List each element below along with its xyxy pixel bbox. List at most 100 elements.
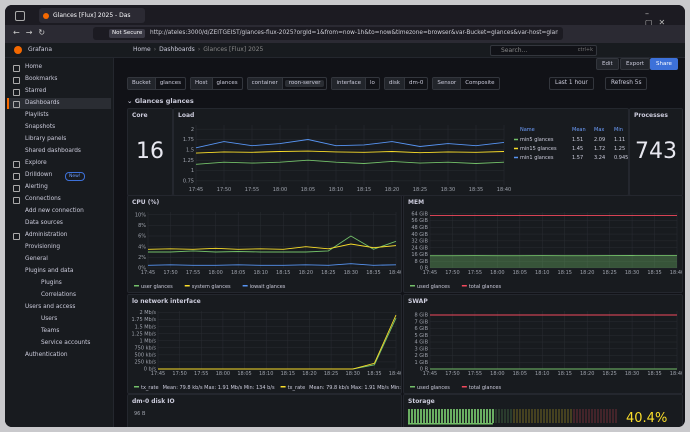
row-title[interactable]: ⌄ Glances glances xyxy=(127,97,194,105)
variable-label: container xyxy=(247,78,283,89)
x-tick-label: 18:25 xyxy=(602,270,616,276)
gauge-cell xyxy=(579,409,581,423)
nav-item[interactable]: Bookmarks xyxy=(25,76,58,82)
nav-item[interactable]: Dashboards xyxy=(25,100,60,106)
gauge-cell xyxy=(411,409,413,423)
nav-item[interactable]: Users and access xyxy=(25,304,76,310)
time-picker[interactable]: Last 1 hour xyxy=(549,77,594,90)
gauge-cell xyxy=(486,409,488,423)
nav-buttons[interactable]: ←→↻ xyxy=(13,28,52,37)
nav-item[interactable]: Drilldown xyxy=(25,172,53,178)
variable-label: Host xyxy=(190,78,213,89)
gauge-cell xyxy=(591,409,593,423)
nav-item[interactable]: Library panels xyxy=(25,136,67,142)
nav-item[interactable]: Users xyxy=(41,316,58,322)
gauge-cell xyxy=(588,409,590,423)
variable[interactable]: interface lo xyxy=(331,77,380,90)
variable-value: glances xyxy=(159,80,181,86)
nav-item[interactable]: Starred xyxy=(25,88,47,94)
nav-item[interactable]: Provisioning xyxy=(25,244,61,250)
gauge-cell xyxy=(465,409,467,423)
nav-item[interactable]: Service accounts xyxy=(41,340,91,346)
nav-item[interactable]: General xyxy=(25,256,48,262)
toolbar-button[interactable]: Edit xyxy=(596,58,619,70)
series-line xyxy=(148,235,397,253)
gauge-cell xyxy=(549,409,551,423)
y-tick-label: 40 GiB xyxy=(411,232,428,238)
x-tick-label: 18:30 xyxy=(625,270,639,276)
legend-stat: 1.25 xyxy=(614,146,625,152)
browser-tab[interactable]: Glances [Flux] 2025 - Das xyxy=(39,8,145,23)
variable-value: lo xyxy=(370,80,375,86)
y-tick-label: 1.25 xyxy=(183,158,194,164)
variable[interactable]: Host glances xyxy=(189,77,243,90)
nav-item[interactable]: Connections xyxy=(25,196,61,202)
panel-title: Storage xyxy=(408,398,435,405)
url-field[interactable] xyxy=(93,27,563,40)
x-tick-label: 17:50 xyxy=(445,270,459,276)
x-tick-label: 18:40 xyxy=(389,371,401,377)
nav-item[interactable]: Correlations xyxy=(41,292,76,298)
variable[interactable]: container roon-server xyxy=(246,77,328,90)
toolbar-button[interactable]: Export xyxy=(620,58,651,70)
series-line xyxy=(147,243,397,250)
nav-item[interactable]: Snapshots xyxy=(25,124,56,130)
nav-item[interactable]: Explore xyxy=(25,160,47,166)
stat-value: 16 xyxy=(136,139,164,164)
search-box[interactable]: Search... ctrl+k xyxy=(490,45,597,56)
y-tick-label: 10% xyxy=(135,212,146,218)
x-tick-label: 18:30 xyxy=(346,371,360,377)
tab-overview-icon[interactable] xyxy=(15,11,25,21)
toolbar-button[interactable]: Share xyxy=(650,58,678,70)
variable-value: dm-0 xyxy=(409,80,424,86)
nav-item[interactable]: Plugins and data xyxy=(25,268,74,274)
window-controls[interactable]: –▢✕ xyxy=(645,9,672,27)
legend-name: tx_rate xyxy=(141,385,159,391)
variable[interactable]: disk dm-0 xyxy=(383,77,429,90)
x-tick-label: 18:25 xyxy=(321,270,335,276)
nav-item[interactable]: Add new connection xyxy=(25,208,84,214)
nav-item[interactable]: Playlists xyxy=(25,112,49,118)
x-tick-label: 17:55 xyxy=(468,371,482,377)
nav-item[interactable]: Teams xyxy=(41,328,60,334)
gauge-cell xyxy=(420,409,422,423)
gauge-cell xyxy=(507,409,509,423)
tab-favicon xyxy=(43,13,49,19)
nav-item[interactable]: Shared dashboards xyxy=(25,148,81,154)
gauge-cell xyxy=(600,409,602,423)
gauge-fill xyxy=(408,423,493,425)
nav-item[interactable]: Home xyxy=(25,64,43,70)
nav-item[interactable]: Plugins xyxy=(41,280,62,286)
nav-item[interactable]: Authentication xyxy=(25,352,68,358)
x-tick-label: 17:45 xyxy=(141,270,155,276)
legend-swatch xyxy=(461,285,467,287)
nav-item[interactable]: Administration xyxy=(25,232,68,238)
variable[interactable]: Sensor Composite xyxy=(432,77,500,90)
x-tick-label: 18:35 xyxy=(366,270,380,276)
gauge-cell xyxy=(456,409,458,423)
y-tick-label: 1 GiB xyxy=(415,360,429,366)
x-tick-label: 18:10 xyxy=(259,371,273,377)
nav-item[interactable]: Alerting xyxy=(25,184,48,190)
y-tick-label: 0 B xyxy=(420,266,429,272)
gauge-cell xyxy=(594,409,596,423)
gauge-cell xyxy=(606,409,608,423)
legend-name: min5 glances xyxy=(520,137,554,143)
refresh[interactable]: Refresh 5s xyxy=(605,77,648,90)
gauge-cell xyxy=(501,409,503,423)
panel-title: CPU (%) xyxy=(132,199,160,206)
y-tick-label: 16 GiB xyxy=(411,252,428,258)
security-indicator[interactable]: Not Secure xyxy=(109,29,146,38)
breadcrumbs: Home › Dashboards › Glances [Flux] 2025 xyxy=(133,46,263,53)
y-tick-label: 2 Mb/s xyxy=(139,310,156,316)
x-tick-label: 18:30 xyxy=(441,187,455,193)
nav-item[interactable]: Data sources xyxy=(25,220,63,226)
series-area xyxy=(430,255,677,268)
legend-name: tx_rate xyxy=(288,385,306,391)
gauge-cell xyxy=(573,409,575,423)
tab-bar: Glances [Flux] 2025 - Das –▢✕ xyxy=(5,5,685,27)
chart: 0.75 1 1.25 1.5 1.75 2 17:45 17:50 17:55 18:00 18:… xyxy=(183,125,628,193)
variable[interactable]: Bucket glances xyxy=(127,77,186,90)
grafana-logo[interactable] xyxy=(14,46,22,54)
